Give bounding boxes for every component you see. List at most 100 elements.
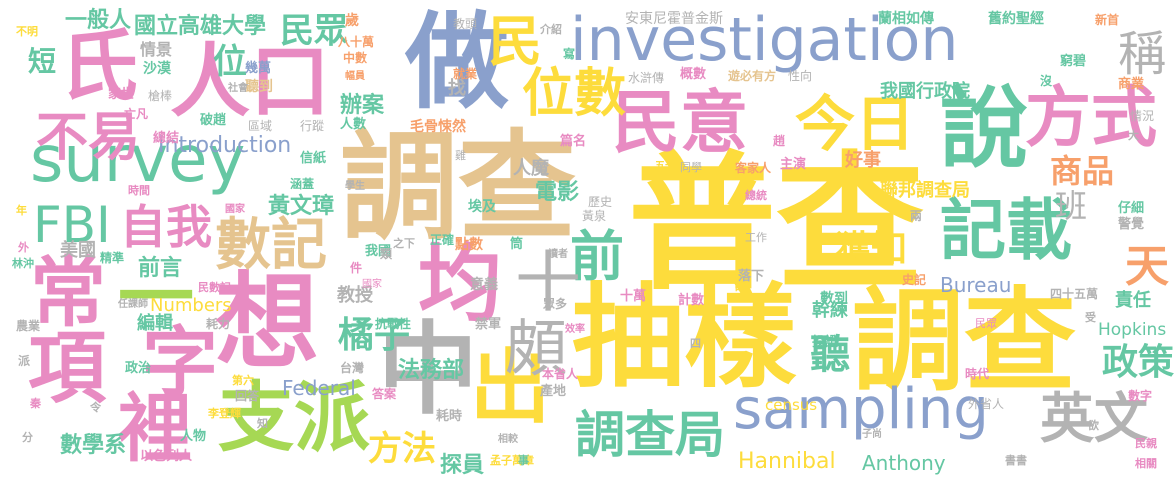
word: 民眾 bbox=[975, 317, 997, 330]
word: 獲知 bbox=[835, 229, 908, 270]
word: 趙 bbox=[773, 134, 786, 148]
word: 耗時 bbox=[436, 409, 463, 424]
word: 五十 bbox=[655, 161, 675, 172]
word: 政治 bbox=[125, 361, 152, 376]
word: 農業 bbox=[16, 319, 41, 333]
word: 位 bbox=[213, 42, 247, 82]
word: 亡凡 bbox=[124, 107, 149, 121]
word: 舊約聖經 bbox=[988, 11, 1044, 27]
word: 天 bbox=[1125, 241, 1169, 292]
word: 十 bbox=[515, 244, 581, 321]
word: sampling bbox=[733, 377, 989, 442]
word: 數學系 bbox=[60, 433, 127, 458]
word: 一般人 bbox=[65, 8, 132, 33]
word: 均 bbox=[418, 235, 503, 333]
word: 短 bbox=[28, 45, 57, 78]
word: 破趙 bbox=[200, 113, 227, 128]
word: 林沖 bbox=[12, 257, 34, 270]
word: 眾多 bbox=[543, 297, 568, 311]
word: 稱 bbox=[1118, 26, 1167, 82]
word: 令 bbox=[90, 401, 101, 414]
word: 幅員 bbox=[345, 71, 365, 82]
word: 信紙 bbox=[300, 151, 327, 166]
word: 遊必有方 bbox=[728, 69, 777, 83]
word: Federal bbox=[282, 376, 356, 400]
word: 讀者 bbox=[548, 249, 568, 260]
word: 以色列人 bbox=[140, 449, 193, 464]
word: 民意 bbox=[612, 84, 749, 163]
word: 電影 bbox=[535, 180, 580, 205]
word: 前言 bbox=[138, 256, 183, 281]
word: 國家 bbox=[225, 204, 245, 215]
word: 事 bbox=[518, 454, 529, 467]
word: 產地 bbox=[540, 384, 567, 399]
word: 調查 bbox=[852, 277, 1076, 407]
word: 不明 bbox=[16, 25, 38, 38]
word: Numbers bbox=[150, 295, 232, 316]
word: 民數記 bbox=[198, 281, 231, 294]
word: 概數 bbox=[680, 67, 707, 82]
word: 禁軍 bbox=[475, 317, 502, 332]
word: 頗 bbox=[505, 312, 568, 385]
word: 外 bbox=[18, 241, 29, 254]
word: 探員 bbox=[440, 453, 485, 478]
word: 分 bbox=[22, 431, 33, 444]
word: 一 bbox=[118, 253, 194, 342]
word: 欲 bbox=[1088, 419, 1099, 432]
word: 同學 bbox=[680, 161, 702, 174]
word: 就業 bbox=[453, 67, 478, 81]
word: Hopkins bbox=[1098, 320, 1167, 340]
word: 人魔 bbox=[513, 158, 549, 179]
word: 想 bbox=[215, 261, 320, 383]
word: 落下 bbox=[738, 269, 765, 284]
word: 八十萬 bbox=[338, 35, 375, 49]
word: 李登輝 bbox=[208, 407, 241, 420]
word: 點數 bbox=[455, 237, 483, 253]
word: 史記 bbox=[902, 273, 927, 287]
word: 知 bbox=[257, 417, 268, 430]
word: 民親 bbox=[1135, 437, 1157, 450]
word: 毛骨悚然 bbox=[410, 119, 466, 135]
word: 四十五萬 bbox=[1050, 287, 1099, 301]
word: 件 bbox=[350, 261, 363, 275]
word: 政策 bbox=[1102, 342, 1175, 383]
word: 情況 bbox=[1130, 109, 1155, 123]
word: 抗戰性 bbox=[375, 317, 412, 331]
word: 行蹤 bbox=[300, 119, 325, 133]
word: 安東尼霍普金斯 bbox=[625, 11, 723, 27]
word: census bbox=[765, 396, 818, 414]
word: 記載 bbox=[940, 192, 1072, 269]
word: 涵蓋 bbox=[290, 177, 315, 191]
word: 今日 bbox=[795, 90, 915, 160]
word: 秦 bbox=[30, 397, 41, 410]
word: 水滸傳 bbox=[628, 71, 665, 85]
word: 美國 bbox=[60, 240, 96, 261]
word: 四 bbox=[690, 337, 701, 350]
word: 班 bbox=[1055, 187, 1088, 225]
word: 編輯 bbox=[137, 313, 173, 334]
word: Bureau bbox=[940, 273, 1012, 297]
word: 教頭 bbox=[453, 17, 478, 31]
word: 黃文璋 bbox=[268, 194, 335, 219]
word: 精準 bbox=[100, 251, 125, 265]
word: 普查 bbox=[628, 138, 924, 310]
word: 警覺 bbox=[1118, 217, 1145, 232]
word: 做 bbox=[405, 1, 510, 123]
word: 受 bbox=[1085, 311, 1096, 324]
word: 年 bbox=[16, 204, 27, 217]
word: 兩 bbox=[910, 209, 923, 223]
word: 之下 bbox=[393, 237, 415, 250]
word: 方式 bbox=[1025, 79, 1157, 156]
word: 時間 bbox=[128, 184, 150, 197]
word: 效率 bbox=[565, 324, 585, 335]
word: 窮碧 bbox=[1060, 54, 1087, 69]
word: 數到 bbox=[820, 291, 848, 307]
word: 任課師 bbox=[118, 299, 148, 310]
word: 責任 bbox=[1115, 290, 1151, 311]
word: Introduction bbox=[158, 133, 292, 158]
word: 人物 bbox=[180, 429, 207, 444]
word: 說 bbox=[940, 77, 1029, 180]
word: 子尚 bbox=[862, 429, 882, 440]
word: 雞 bbox=[455, 149, 466, 162]
